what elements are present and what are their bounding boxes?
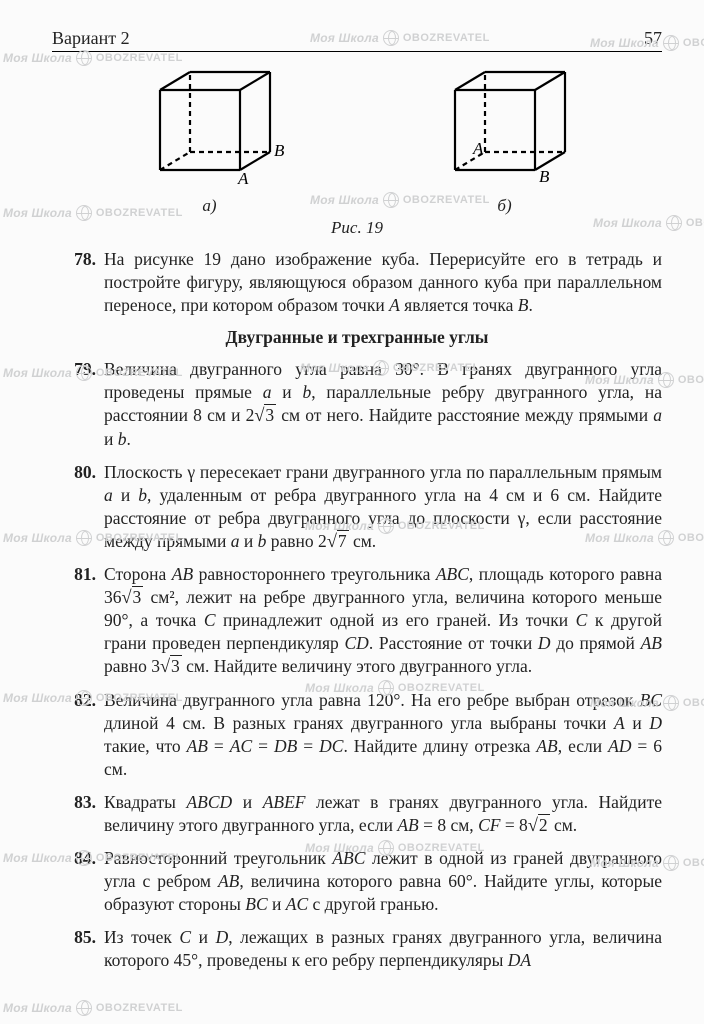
problem-number: 83. bbox=[52, 791, 104, 837]
problem-number: 80. bbox=[52, 461, 104, 553]
problem-84: 84. Равносторонний треугольник ABC лежит… bbox=[52, 847, 662, 916]
page-header: Вариант 2 57 bbox=[52, 28, 662, 52]
problem-81: 81. Сторона AB равностороннего треугольн… bbox=[52, 563, 662, 678]
problem-text: Равносторонний треугольник ABC лежит в о… bbox=[104, 847, 662, 916]
problem-number: 82. bbox=[52, 689, 104, 781]
problem-number: 84. bbox=[52, 847, 104, 916]
problem-text: Из точек C и D, лежащих в разных гранях … bbox=[104, 926, 662, 972]
problem-number: 78. bbox=[52, 248, 104, 317]
problem-text: Величина двугранного угла равна 30°. В г… bbox=[104, 358, 662, 450]
problem-text: Плоскость γ пересекает грани двугранного… bbox=[104, 461, 662, 553]
svg-text:A: A bbox=[237, 169, 249, 188]
problem-number: 81. bbox=[52, 563, 104, 678]
figure-label-a: а) bbox=[135, 196, 285, 216]
figure-label-b: б) bbox=[430, 196, 580, 216]
problem-80: 80. Плоскость γ пересекает грани двугран… bbox=[52, 461, 662, 553]
svg-text:B: B bbox=[539, 167, 550, 186]
svg-text:B: B bbox=[274, 141, 285, 160]
figure-caption: Рис. 19 bbox=[52, 218, 662, 238]
page-container: Моя ШколаOBOZREVATELМоя ШколаOBOZREVATEL… bbox=[0, 0, 704, 1024]
problem-83: 83. Квадраты ABCD и ABEF лежат в гранях … bbox=[52, 791, 662, 837]
cube-figure-a: AB а) bbox=[135, 62, 285, 216]
svg-text:A: A bbox=[472, 139, 484, 158]
problem-number: 85. bbox=[52, 926, 104, 972]
problem-text: Величина двугранного угла равна 120°. На… bbox=[104, 689, 662, 781]
problem-85: 85. Из точек C и D, лежащих в разных гра… bbox=[52, 926, 662, 972]
figure-row: AB а) AB б) bbox=[62, 62, 652, 216]
problem-78: 78. На рисунке 19 дано изображение куба.… bbox=[52, 248, 662, 317]
cube-figure-b: AB б) bbox=[430, 62, 580, 216]
section-heading: Двугранные и трехгранные углы bbox=[52, 327, 662, 348]
problem-text: На рисунке 19 дано изображение куба. Пер… bbox=[104, 248, 662, 317]
problem-82: 82. Величина двугранного угла равна 120°… bbox=[52, 689, 662, 781]
page-number: 57 bbox=[644, 28, 662, 49]
header-left: Вариант 2 bbox=[52, 28, 130, 49]
cube-svg-a: AB bbox=[135, 62, 285, 192]
problem-79: 79. Величина двугранного угла равна 30°.… bbox=[52, 358, 662, 450]
problem-text: Квадраты ABCD и ABEF лежат в гранях двуг… bbox=[104, 791, 662, 837]
problem-number: 79. bbox=[52, 358, 104, 450]
cube-svg-b: AB bbox=[430, 62, 580, 192]
problem-text: Сторона AB равностороннего треугольника … bbox=[104, 563, 662, 678]
